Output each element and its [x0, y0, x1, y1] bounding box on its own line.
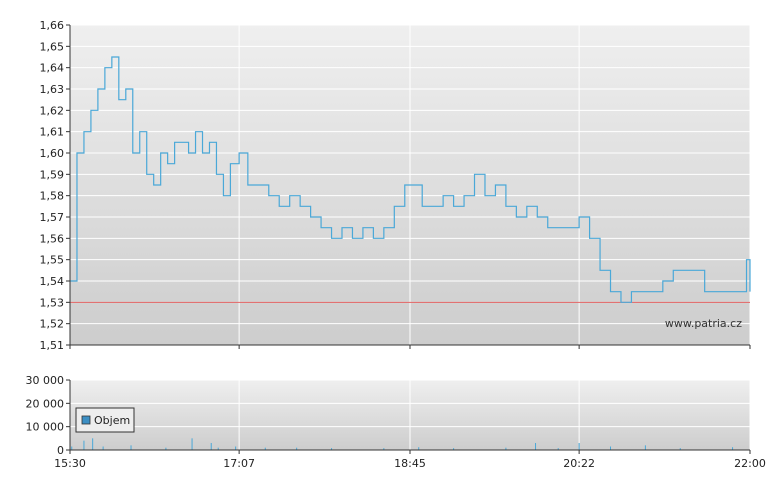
volume-xtick-label: 18:45 — [394, 457, 426, 470]
price-ytick-label: 1,61 — [40, 126, 65, 139]
price-ytick-label: 1,59 — [40, 168, 65, 181]
legend: Objem — [75, 407, 135, 433]
volume-x-axis: 15:30 17:07 18:45 20:22 22:00 — [54, 449, 766, 470]
legend-swatch — [81, 415, 91, 425]
price-ytick-label: 1,53 — [40, 296, 65, 309]
price-x-axis — [69, 344, 751, 349]
volume-ytick-label: 30 000 — [26, 374, 65, 387]
volume-xtick-label: 15:30 — [54, 457, 86, 470]
price-ytick-label: 1,66 — [40, 19, 65, 32]
volume-ytick-label: 0 — [57, 444, 64, 457]
watermark-text: www.patria.cz — [665, 317, 742, 330]
price-ytick-label: 1,65 — [40, 40, 65, 53]
legend-label: Objem — [94, 414, 130, 427]
price-ytick-label: 1,52 — [40, 318, 65, 331]
price-ytick-label: 1,55 — [40, 254, 65, 267]
price-ytick-label: 1,62 — [40, 104, 65, 117]
price-ytick-label: 1,58 — [40, 190, 65, 203]
volume-xtick-label: 17:07 — [223, 457, 255, 470]
volume-xtick-label: 20:22 — [563, 457, 595, 470]
price-ytick-label: 1,54 — [40, 275, 65, 288]
price-y-axis: 1,51 1,52 1,53 1,54 1,55 1,56 1,57 1,58 1,59 1,60… — [40, 19, 71, 352]
price-ytick-label: 1,56 — [40, 232, 65, 245]
volume-ytick-label: 20 000 — [26, 397, 65, 410]
volume-y-axis: 0 10 000 20 000 30 000 — [26, 374, 71, 457]
price-ytick-label: 1,51 — [40, 339, 65, 352]
volume-xtick-label: 22:00 — [734, 457, 766, 470]
volume-ytick-label: 10 000 — [26, 421, 65, 434]
price-ytick-label: 1,57 — [40, 211, 65, 224]
price-ytick-label: 1,63 — [40, 83, 65, 96]
volume-panel: 0 10 000 20 000 30 000 15:30 17:07 18:45 20:22… — [26, 374, 766, 470]
price-series-line — [70, 56, 751, 303]
price-panel: 1,51 1,52 1,53 1,54 1,55 1,56 1,57 1,58 1,59 1,60… — [40, 19, 751, 352]
price-ytick-label: 1,60 — [40, 147, 65, 160]
price-ytick-label: 1,64 — [40, 62, 65, 75]
